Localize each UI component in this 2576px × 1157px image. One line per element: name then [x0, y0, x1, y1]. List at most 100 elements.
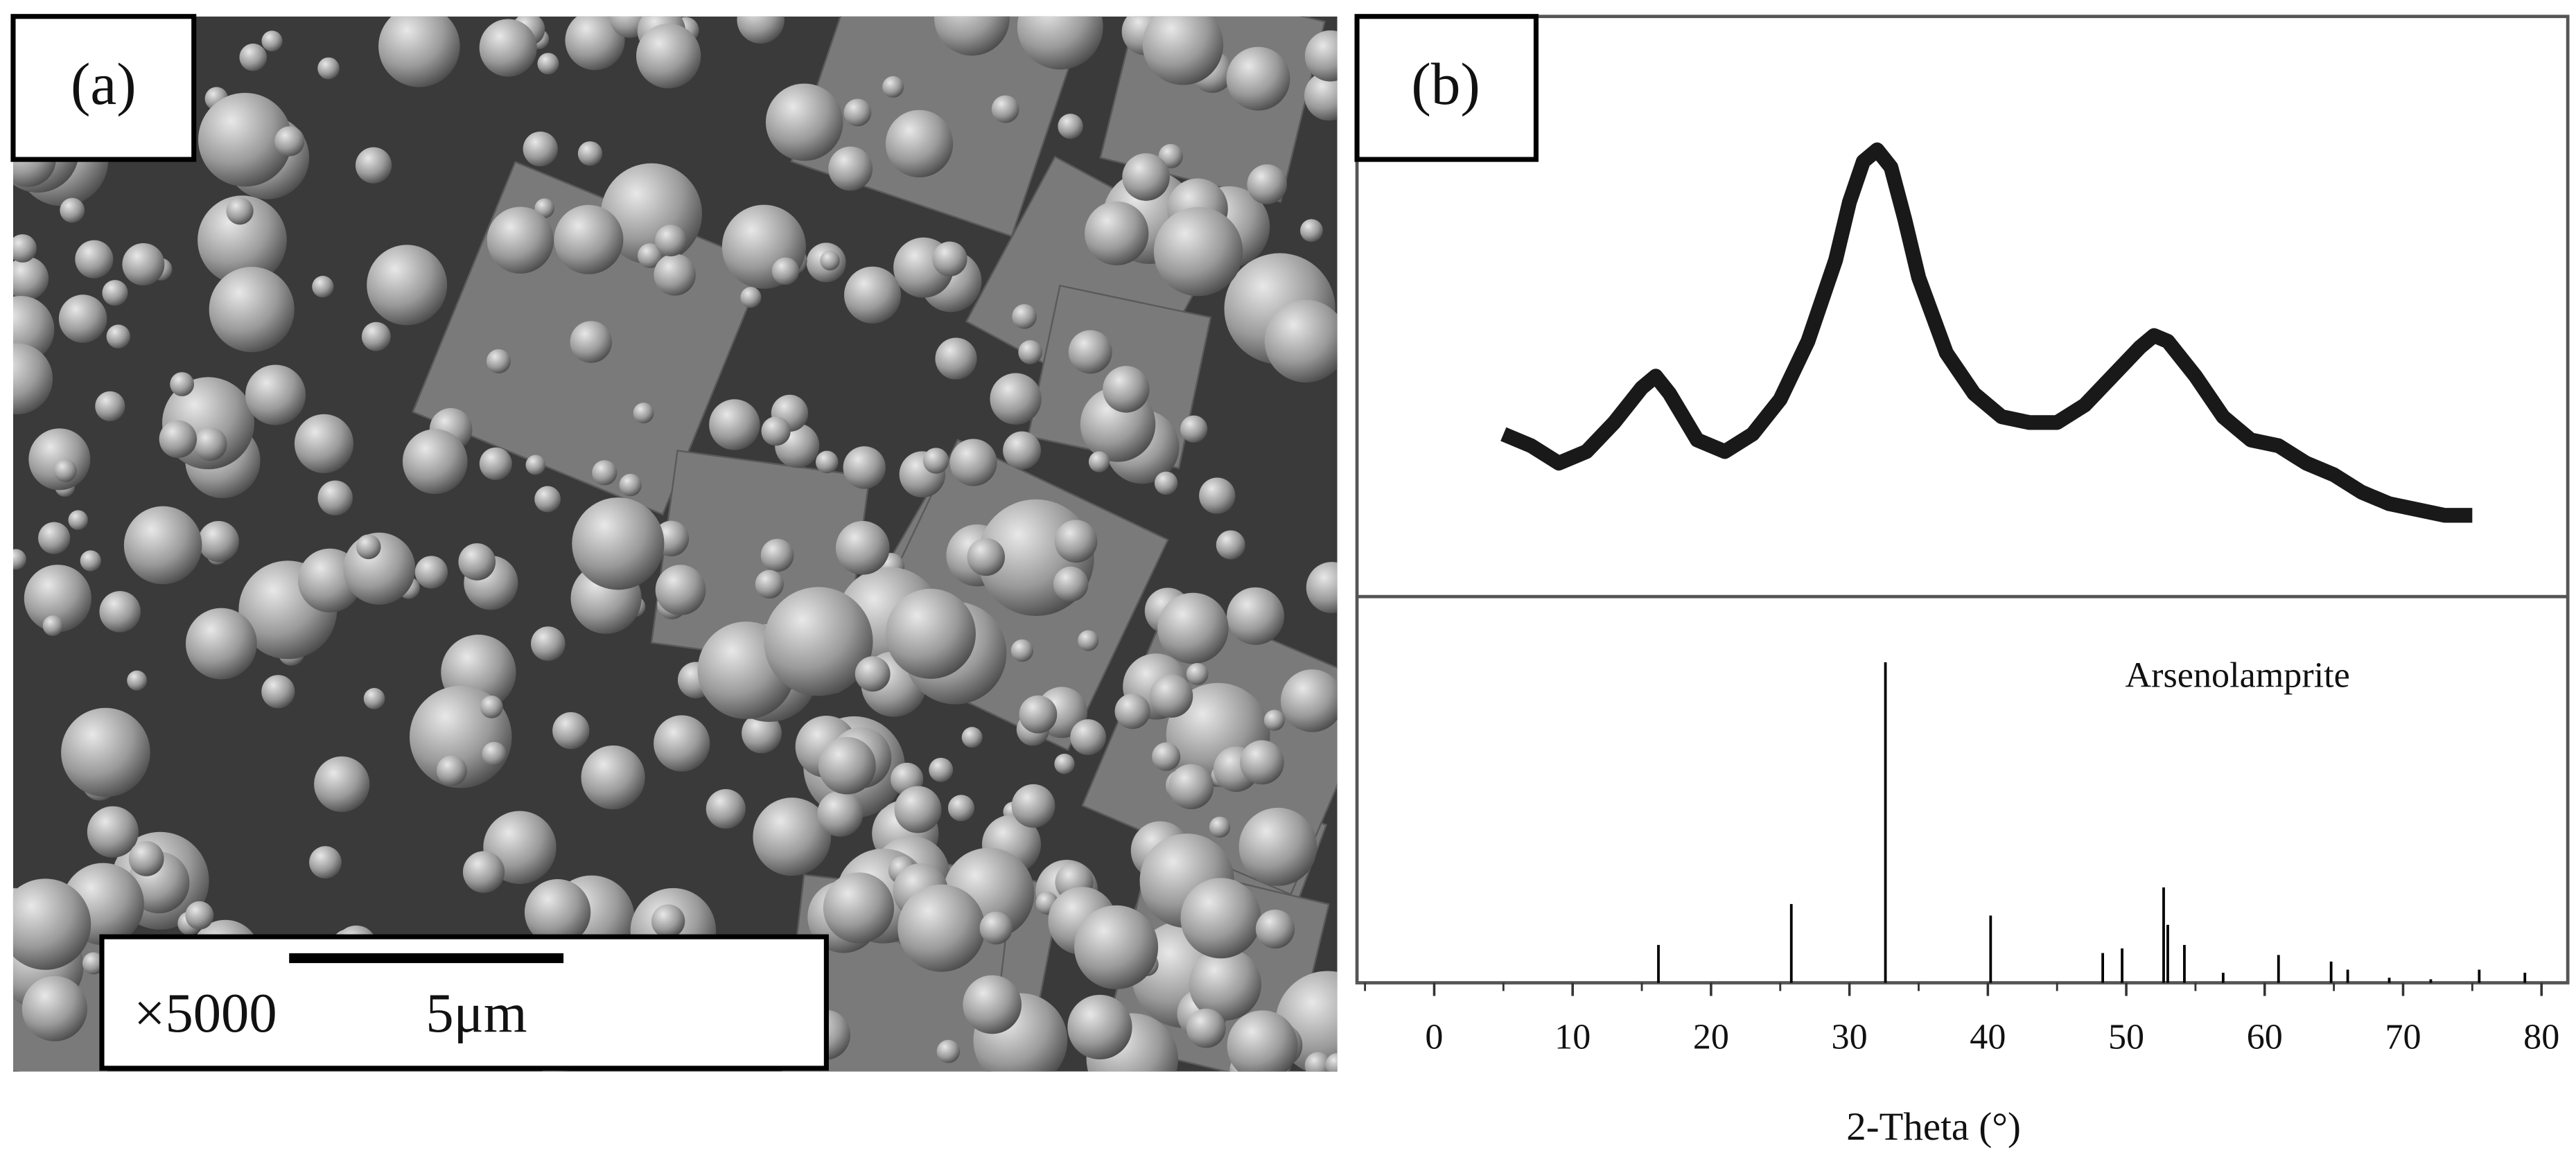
particle	[1306, 562, 1338, 613]
particle	[198, 520, 239, 563]
particle	[882, 76, 904, 98]
particle	[12, 234, 37, 263]
particle	[922, 448, 949, 474]
particle	[817, 791, 864, 837]
particle	[835, 520, 890, 575]
particle	[24, 565, 91, 633]
particle	[122, 242, 165, 286]
particle	[479, 447, 512, 480]
particle	[80, 550, 101, 572]
particle	[68, 510, 88, 530]
x-axis-label: 2-Theta (°)	[1846, 1105, 2021, 1149]
particle	[1003, 431, 1042, 470]
particle	[823, 872, 895, 944]
particle	[1247, 164, 1287, 204]
particle	[1180, 415, 1208, 443]
particle	[828, 146, 873, 191]
particle	[1012, 304, 1037, 329]
particle	[531, 626, 566, 661]
particle	[1180, 878, 1261, 959]
particle	[818, 736, 876, 795]
particle	[740, 287, 762, 308]
particle	[87, 806, 139, 858]
particle	[967, 538, 1006, 576]
particle	[577, 141, 603, 166]
particle	[1149, 674, 1193, 718]
particle	[1070, 719, 1106, 755]
particle	[771, 257, 800, 285]
particle	[1325, 1052, 1338, 1072]
particle	[1186, 1008, 1226, 1048]
particle	[1227, 1010, 1298, 1072]
particle	[1186, 663, 1209, 685]
particle	[525, 454, 546, 475]
particle	[581, 745, 645, 810]
particle	[843, 446, 886, 489]
particle	[170, 372, 195, 396]
particle	[1054, 520, 1098, 563]
particle	[1281, 669, 1338, 732]
sem-image	[12, 16, 1338, 1072]
particle	[655, 224, 687, 257]
particle	[1304, 1052, 1332, 1072]
particle	[843, 98, 872, 127]
particle	[1209, 816, 1231, 838]
scale-text: 5μm	[426, 982, 527, 1044]
particle	[633, 403, 654, 424]
particle	[159, 420, 198, 459]
particle	[885, 588, 976, 679]
x-tick-label: 20	[1693, 1018, 1729, 1057]
particle	[12, 878, 91, 970]
particle	[361, 321, 391, 351]
particle	[570, 321, 613, 363]
particle	[1142, 16, 1224, 85]
particle	[619, 473, 642, 497]
particle	[28, 428, 91, 491]
particle	[198, 92, 292, 187]
particle	[936, 1039, 961, 1063]
particle	[709, 399, 760, 450]
particle	[99, 591, 141, 633]
particle	[737, 16, 785, 44]
particle	[61, 707, 150, 797]
x-tick-label: 80	[2523, 1018, 2559, 1057]
particle	[127, 670, 148, 691]
particle	[552, 712, 590, 750]
particle	[1240, 740, 1284, 785]
particle	[363, 688, 385, 709]
particle	[480, 696, 503, 718]
particle	[1085, 201, 1149, 265]
particle	[356, 534, 381, 560]
particle	[706, 789, 746, 829]
particle	[185, 608, 257, 680]
particle	[261, 675, 295, 709]
particle	[1304, 30, 1338, 82]
particle	[458, 543, 496, 581]
particle	[60, 197, 85, 223]
x-tick-label: 70	[2385, 1018, 2421, 1057]
particle	[1158, 143, 1183, 169]
particle	[42, 615, 64, 636]
particle	[1238, 807, 1317, 886]
particle	[820, 250, 840, 271]
particle	[1264, 299, 1338, 383]
particle	[1263, 709, 1285, 731]
particle	[572, 497, 665, 590]
particle	[12, 256, 49, 300]
particle	[53, 459, 77, 482]
particle	[979, 911, 1013, 945]
particle	[261, 30, 283, 52]
particle	[932, 241, 967, 276]
particle	[1018, 340, 1042, 364]
particle	[524, 878, 591, 946]
particle	[565, 16, 625, 71]
x-tick-label: 50	[2108, 1018, 2144, 1057]
particle	[755, 569, 784, 599]
particle	[367, 245, 448, 326]
particle	[1304, 71, 1338, 121]
x-tick-label: 40	[1970, 1018, 2006, 1057]
particle	[123, 506, 202, 585]
particle	[815, 450, 839, 474]
